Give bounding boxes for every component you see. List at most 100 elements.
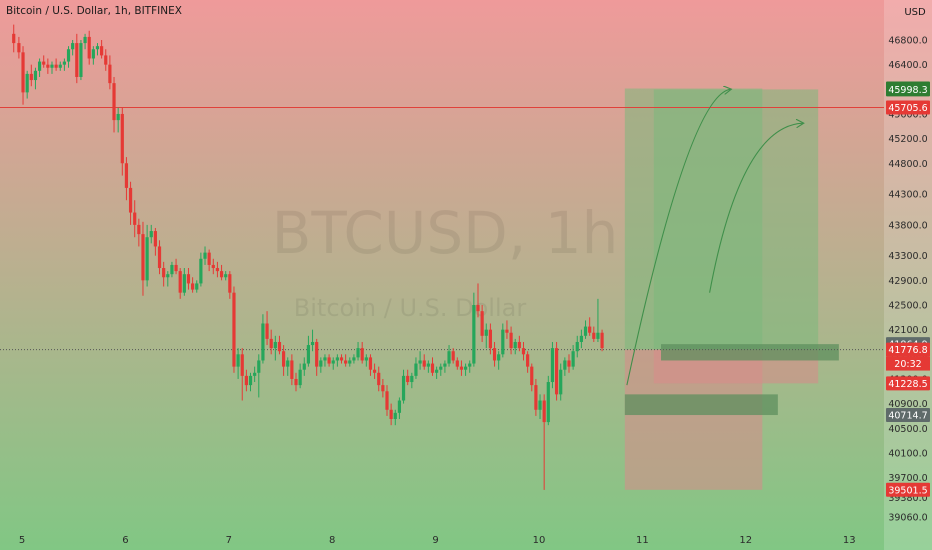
candle-body	[232, 292, 236, 367]
candle	[451, 348, 455, 364]
candle	[195, 280, 199, 293]
candle-body	[174, 264, 178, 272]
candle-body	[327, 357, 331, 364]
candle-body	[257, 360, 261, 373]
candle-body	[319, 360, 323, 367]
candle-body	[418, 360, 422, 364]
candle	[439, 363, 443, 376]
candle	[182, 268, 186, 296]
candle-body	[526, 354, 530, 367]
candle	[542, 394, 546, 490]
price-label-text: 39501.5	[888, 485, 927, 496]
candle-body	[203, 252, 207, 259]
candle	[244, 369, 248, 392]
x-tick-label: 12	[739, 535, 752, 546]
candle	[414, 357, 418, 379]
candle	[253, 366, 257, 383]
candle	[575, 335, 579, 358]
candle	[356, 341, 360, 361]
candle-body	[66, 49, 71, 62]
candle-body	[513, 341, 517, 349]
candle-body	[588, 326, 592, 333]
zone-green	[653, 89, 819, 350]
price-label-box	[886, 82, 930, 97]
candle	[443, 360, 447, 373]
zone-dark	[624, 394, 778, 416]
candle	[37, 58, 42, 77]
candle-body	[186, 274, 191, 284]
candle-body	[12, 33, 16, 44]
candle	[277, 335, 282, 355]
countdown-box	[886, 356, 930, 371]
candle-body	[178, 271, 182, 293]
y-tick-label: 39700.0	[888, 473, 927, 484]
candle-body	[521, 348, 526, 355]
candle	[505, 320, 509, 339]
candle	[364, 354, 368, 367]
y-tick-label: 44800.0	[888, 159, 927, 170]
candle	[377, 366, 381, 392]
candle-body	[583, 326, 588, 336]
candle	[526, 351, 530, 373]
y-tick-label: 40900.0	[888, 399, 927, 410]
candle-body	[282, 351, 286, 367]
candle-body	[79, 43, 83, 77]
candle-body	[116, 113, 120, 121]
candle	[418, 351, 422, 370]
price-label-text: 40714.7	[888, 411, 927, 422]
candle-body	[54, 64, 58, 68]
candle-body	[550, 348, 555, 383]
candle	[534, 378, 538, 416]
price-label-box	[886, 342, 930, 357]
candle	[108, 55, 112, 90]
watermark-symbol: BTCUSD, 1h	[272, 199, 619, 267]
price-label-box	[886, 100, 930, 115]
candle	[203, 246, 207, 265]
candle	[348, 357, 352, 367]
price-label-text: 41776.8	[888, 345, 927, 356]
candle	[83, 33, 87, 50]
candle	[492, 341, 497, 367]
candle	[21, 46, 25, 105]
candle-body	[29, 73, 33, 81]
candle-body	[265, 323, 269, 339]
candle-body	[145, 237, 149, 281]
candle-body	[331, 360, 335, 364]
candle	[58, 61, 62, 71]
candle	[509, 326, 513, 355]
price-label-box	[886, 376, 930, 391]
candle	[269, 329, 273, 355]
candle-body	[554, 348, 559, 395]
horizontal-line-layer	[0, 106, 884, 351]
candle	[273, 335, 277, 361]
candle-body	[385, 391, 389, 410]
candle-body	[377, 372, 381, 386]
candle	[517, 335, 521, 352]
candle-body	[459, 366, 464, 370]
candle-body	[112, 83, 116, 121]
candle-body	[128, 187, 133, 213]
candle	[385, 385, 389, 416]
price-labels: 46013.045998.345705.641864.941776.841228…	[886, 81, 930, 497]
x-tick-label: 13	[843, 535, 856, 546]
candle	[100, 40, 104, 59]
candle-body	[360, 348, 364, 361]
candle-body	[530, 366, 534, 386]
candle-body	[534, 385, 538, 410]
candle	[410, 372, 414, 389]
y-tick-label: 42500.0	[888, 301, 927, 312]
candle-body	[302, 363, 306, 370]
candle	[66, 46, 71, 68]
candle	[170, 261, 174, 278]
price-label-text: 41228.5	[888, 379, 927, 390]
candle	[360, 341, 364, 364]
candle-body	[484, 329, 488, 336]
candle-body	[393, 412, 397, 420]
candle	[344, 354, 348, 367]
candle-body	[435, 369, 439, 373]
projection-arrow	[626, 89, 730, 386]
candle	[521, 341, 526, 361]
candle	[178, 268, 182, 299]
candle-body	[104, 55, 108, 65]
